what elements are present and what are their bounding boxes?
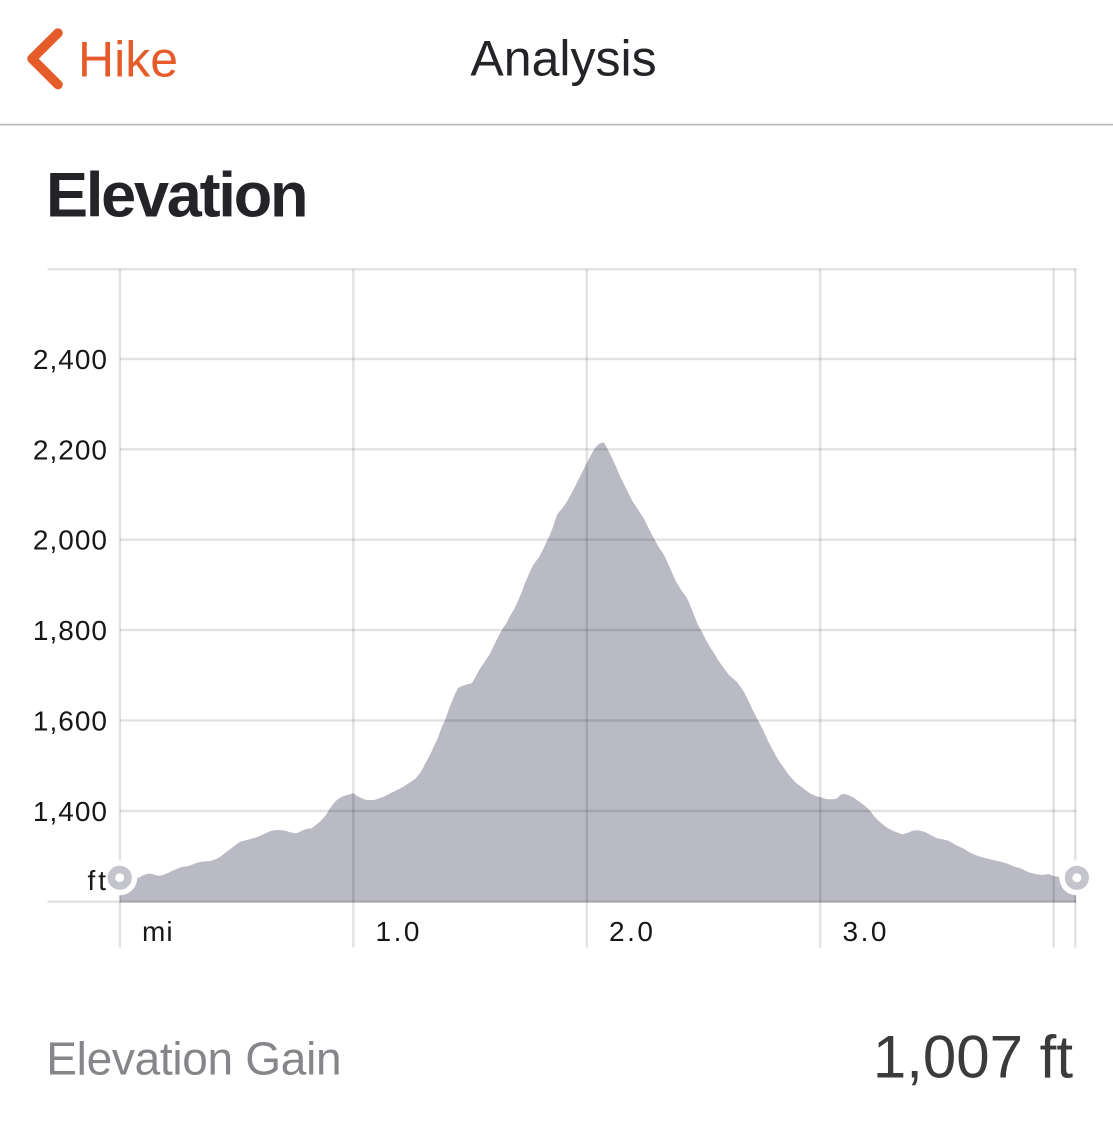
svg-text:1.0: 1.0 (376, 916, 422, 947)
svg-text:ft: ft (87, 865, 109, 896)
svg-text:Hike: Hike (78, 32, 178, 88)
svg-text:1,400: 1,400 (33, 796, 108, 827)
svg-text:Analysis: Analysis (470, 31, 656, 87)
svg-text:Elevation Gain: Elevation Gain (46, 1033, 341, 1085)
svg-text:2.0: 2.0 (609, 916, 655, 947)
svg-text:2,200: 2,200 (33, 434, 108, 465)
svg-text:Elevation: Elevation (46, 161, 306, 231)
svg-text:1,007 ft: 1,007 ft (873, 1024, 1073, 1091)
svg-text:2,000: 2,000 (33, 525, 108, 556)
svg-text:3.0: 3.0 (843, 916, 889, 947)
svg-text:1,600: 1,600 (33, 706, 108, 737)
svg-text:1,800: 1,800 (33, 615, 108, 646)
svg-text:mi: mi (142, 916, 174, 947)
svg-text:2,400: 2,400 (33, 344, 108, 375)
